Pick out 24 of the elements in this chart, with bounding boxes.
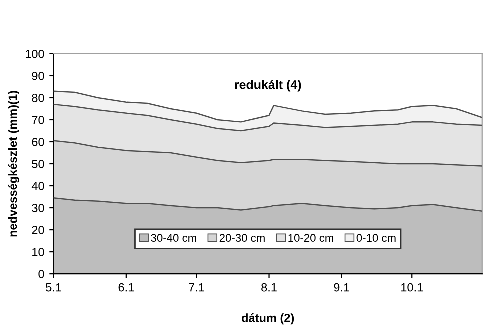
y-tick-label: 50 [32,160,44,168]
legend-label: 0-10 cm [356,234,396,242]
y-axis-title: nedvességkészlet (mm)(1) [8,91,20,237]
y-tick-label: 10 [32,248,44,256]
x-tick-label: 8.1 [262,283,277,292]
y-tick-label: 80 [32,94,44,102]
y-tick-label: 40 [32,182,44,190]
x-tick-label: 6.1 [118,283,134,292]
legend-label: 30-40 cm [151,234,196,242]
y-tick-label: 60 [32,138,44,146]
legend-label: 20-30 cm [220,234,265,242]
x-tick-label: 9.1 [334,283,350,292]
y-tick-label: 20 [32,226,44,234]
y-tick-label: 90 [32,72,44,80]
text: redukált (4) [235,80,302,92]
y-tick-label: 70 [32,116,44,124]
x-axis-title: dátum (2) [242,314,294,325]
y-tick-label: 30 [32,204,44,212]
x-tick-label: 10.1 [402,283,424,292]
x-tick-label: 5.1 [46,284,62,292]
y-tick-label: 0 [38,270,44,278]
x-tick-label: 7.1 [189,284,204,292]
y-tick-label: 100 [26,50,44,58]
legend-label: 10-20 cm [288,234,334,242]
